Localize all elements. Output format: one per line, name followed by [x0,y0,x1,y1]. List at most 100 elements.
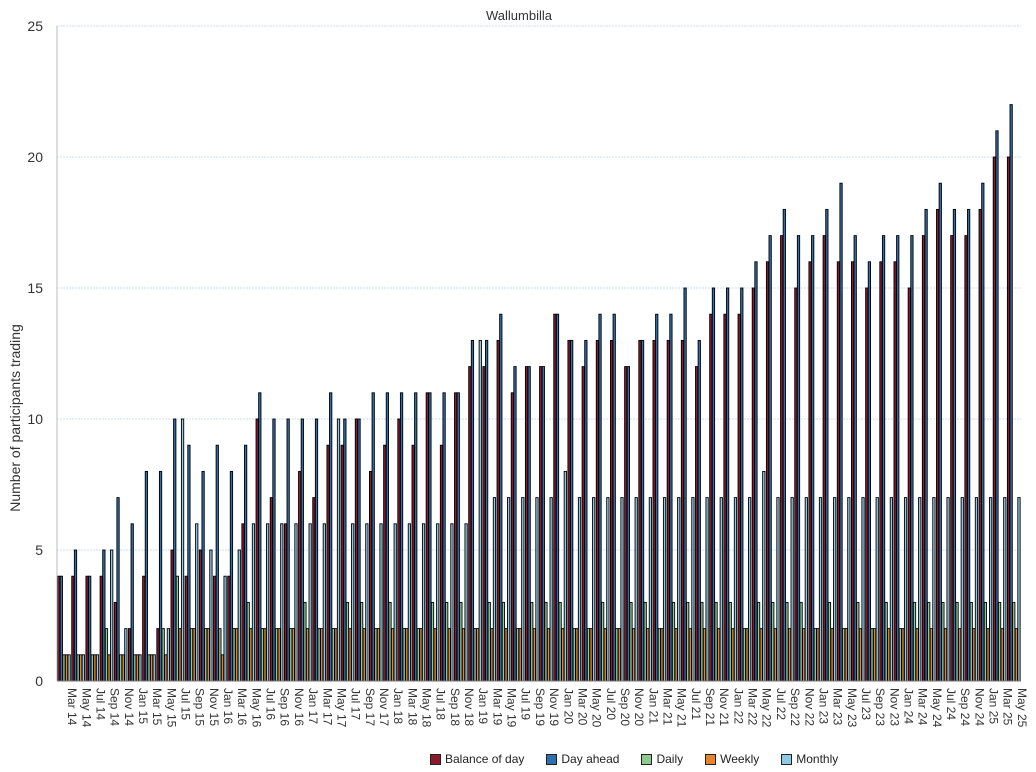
bar-daily [969,601,973,682]
bar-balance-of-day [836,261,841,682]
bar-weekly [958,628,962,682]
bar-day-ahead [640,339,645,682]
x-tick-label: May 21 [675,688,689,728]
bar-balance-of-day [213,575,217,682]
bar-monthly [266,523,270,682]
bar-monthly [974,497,979,682]
bar-daily [204,628,208,682]
x-tick-label: Sep 23 [873,688,887,726]
bar-day-ahead [428,392,432,682]
bar-daily [331,628,335,682]
bar-weekly [64,654,69,682]
bar-balance-of-day [227,575,231,682]
bar-weekly [943,628,948,682]
x-tick-label: Sep 14 [108,688,122,726]
bar-daily [416,628,420,682]
x-tick-label: Sep 24 [958,688,972,726]
bar-day-ahead [995,130,999,682]
bar-day-ahead [796,235,801,682]
bar-daily [714,601,718,682]
x-tick-label: May 22 [760,688,774,728]
bar-monthly [180,418,185,682]
y-axis-label: Number of participants trading [7,324,23,512]
bar-monthly [124,628,128,682]
bar-daily [884,601,888,682]
bar-weekly [277,628,281,682]
bar-day-ahead [570,339,574,682]
bar-day-ahead [754,261,758,682]
bar-weekly [461,628,466,682]
bar-monthly [989,497,993,682]
bar-daily [246,601,250,682]
x-tick-label: Sep 18 [448,688,462,726]
bar-day-ahead [910,235,914,682]
bar-weekly [546,628,551,682]
x-tick-label: Jul 17 [349,688,363,720]
bar-monthly [762,470,766,682]
bar-weekly [220,654,225,682]
x-tick-label: Jul 18 [434,688,448,720]
bar-weekly [575,628,579,682]
bar-daily [997,601,1002,682]
bar-balance-of-day [99,575,103,682]
bar-daily [289,628,293,682]
legend-label: Daily [656,752,684,766]
y-tick-label: 0 [35,673,43,689]
bar-weekly [759,628,763,682]
bar-daily [501,601,506,682]
bar-day-ahead [116,497,120,682]
bar-monthly [152,654,156,682]
bar-balance-of-day [581,366,585,682]
bar-day-ahead [102,549,106,682]
bar-weekly [887,628,891,682]
bar-weekly [1000,628,1004,682]
bar-daily [274,628,279,682]
bar-balance-of-day [113,601,118,682]
bar-day-ahead [811,235,815,682]
bar-balance-of-day [57,575,61,682]
x-tick-label: Nov 17 [377,688,391,726]
legend-label: Day ahead [561,752,620,766]
bar-daily [813,628,817,682]
bar-weekly [773,628,777,682]
bar-monthly [365,523,369,682]
x-tick-label: May 24 [930,688,944,728]
bar-weekly [150,654,154,682]
x-tick-label: Jul 19 [519,688,533,720]
bar-weekly [476,628,480,682]
bar-monthly [421,523,426,682]
bar-balance-of-day [468,366,472,682]
bar-monthly [705,497,709,682]
bar-monthly [464,523,468,682]
bar-monthly [95,654,100,682]
bar-monthly [478,339,482,682]
bar-daily [76,654,80,682]
x-tick-label: Sep 21 [703,688,717,726]
bar-day-ahead [896,235,900,682]
bar-monthly [237,549,241,682]
bar-monthly [294,523,298,682]
x-tick-label: Nov 21 [717,688,731,726]
x-tick-label: Nov 16 [292,688,306,726]
bar-daily [317,628,321,682]
bar-balance-of-day [893,261,897,682]
bar-weekly [518,628,522,682]
x-tick-label: Mar 14 [65,688,79,726]
x-tick-label: Sep 22 [788,688,802,726]
bar-weekly [235,628,239,682]
bar-weekly [717,628,721,682]
bar-weekly [589,628,593,682]
bar-monthly [166,628,170,682]
bar-balance-of-day [879,261,883,682]
x-tick-label: Jan 23 [816,688,830,724]
bar-daily [601,601,605,682]
x-tick-label: Mar 18 [405,688,419,726]
bar-day-ahead [144,470,148,682]
x-tick-label: May 19 [505,688,519,728]
bar-balance-of-day [794,287,798,682]
bar-day-ahead [215,444,219,682]
bar-day-ahead [59,575,63,682]
bar-weekly [674,628,678,682]
bar-monthly [492,497,497,682]
bar-monthly [889,497,893,682]
